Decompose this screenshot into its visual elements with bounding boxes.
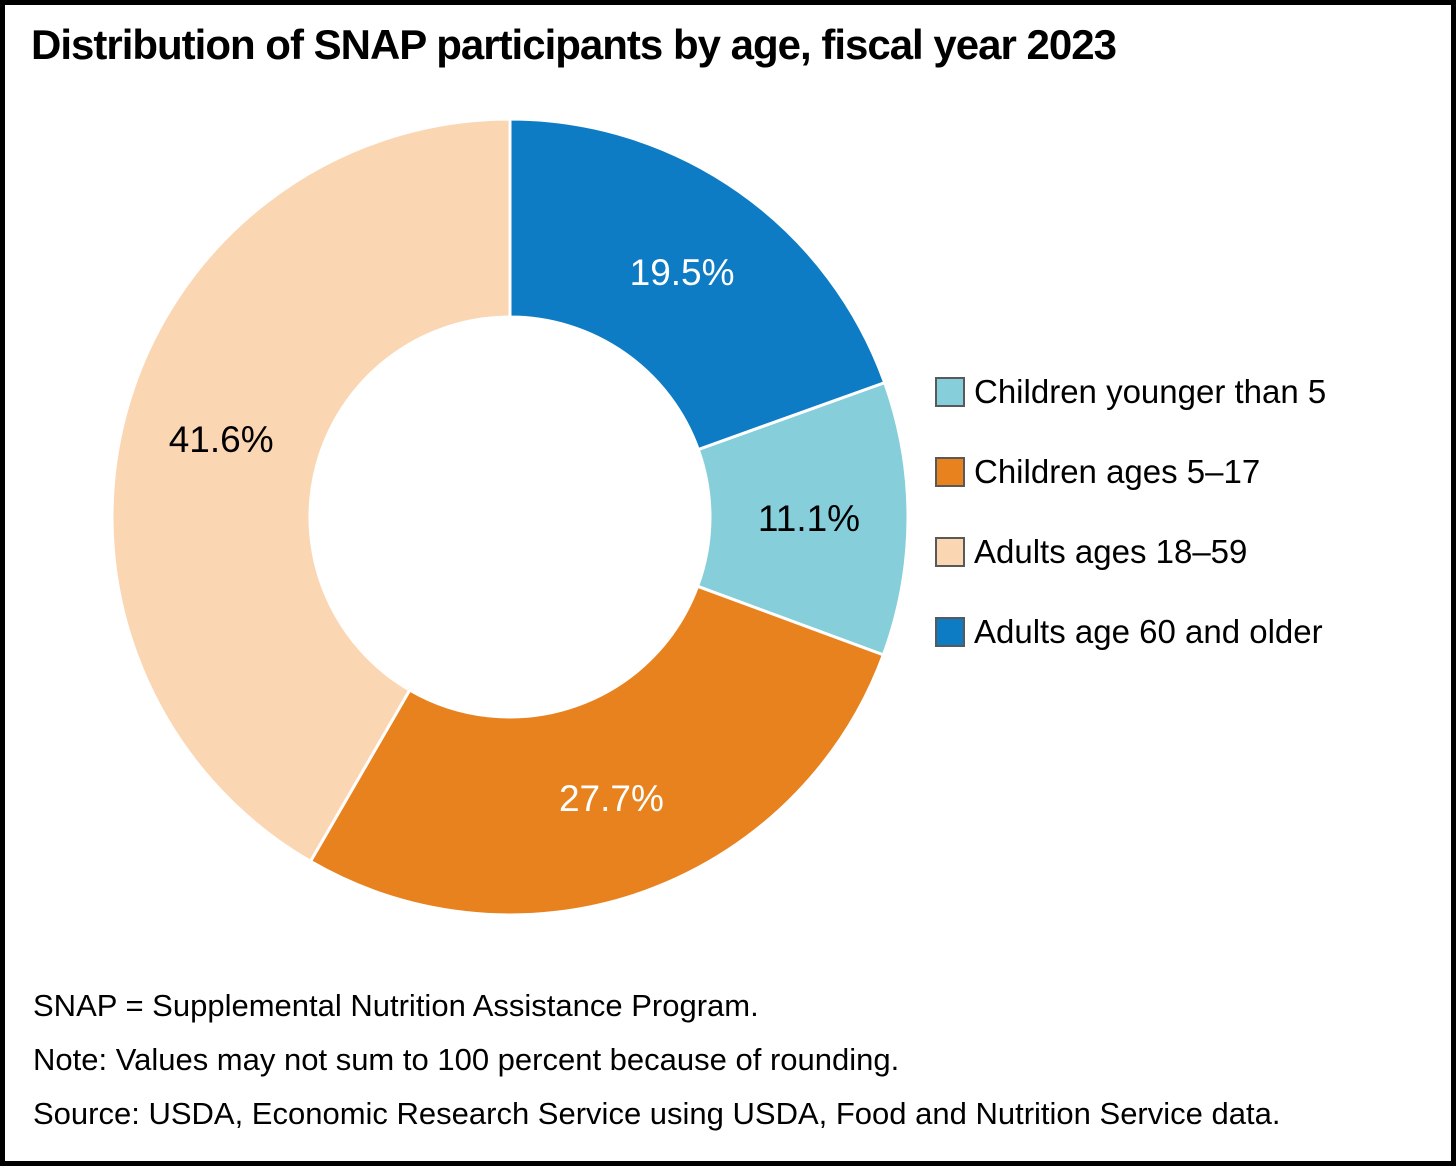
slice-label: 11.1% [758, 498, 860, 539]
legend-swatch [935, 617, 965, 647]
legend-swatch [935, 377, 965, 407]
legend-item: Children younger than 5 [935, 373, 1327, 410]
legend-item: Children ages 5–17 [935, 453, 1326, 490]
legend-swatch [935, 457, 965, 487]
legend: Children younger than 5 Children ages 5–1… [935, 373, 1327, 696]
footnote-note: Note: Values may not sum to 100 percent … [33, 1042, 900, 1077]
legend-item: Adults ages 18–59 [935, 533, 1326, 570]
legend-swatch [935, 537, 965, 567]
legend-label: Children younger than 5 [974, 373, 1327, 410]
slice-label: 19.5% [630, 252, 735, 293]
legend-item: Adults age 60 and older [935, 613, 1326, 650]
slice-label: 27.7% [559, 778, 664, 819]
legend-label: Adults age 60 and older [974, 613, 1323, 650]
donut-slice [508, 117, 887, 451]
donut-slice [110, 117, 512, 863]
donut-slice [696, 381, 910, 657]
chart-title: Distribution of SNAP participants by age… [31, 21, 1117, 68]
slice-label: 41.6% [169, 419, 274, 460]
footnote-source: Source: USDA, Economic Research Service … [33, 1096, 1281, 1131]
legend-label: Adults ages 18–59 [974, 533, 1248, 570]
footnotes: SNAP = Supplemental Nutrition Assistance… [33, 979, 1280, 1141]
footnote-snap: SNAP = Supplemental Nutrition Assistance… [33, 988, 759, 1023]
donut-slice [308, 584, 885, 917]
legend-label: Children ages 5–17 [974, 453, 1261, 490]
donut-chart: 11.1% 27.7% 41.6% 19.5% [110, 117, 910, 917]
